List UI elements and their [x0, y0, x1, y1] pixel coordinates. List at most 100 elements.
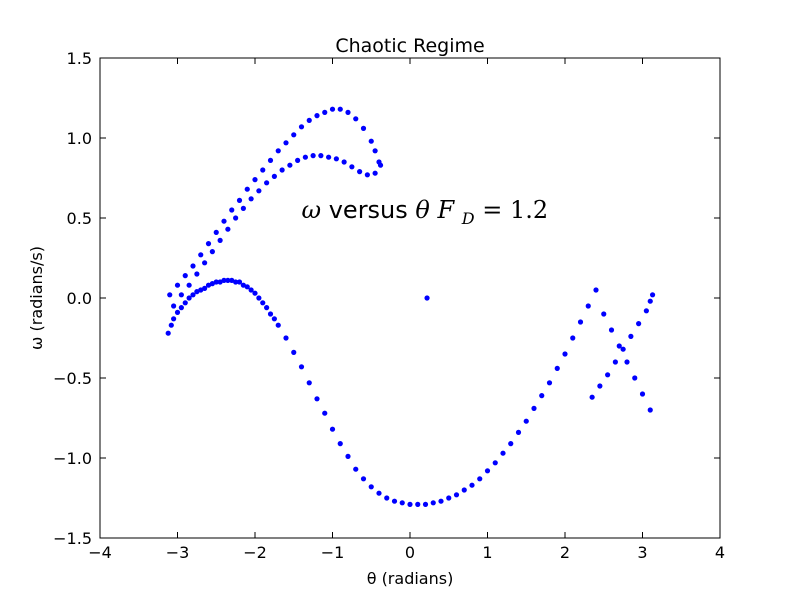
data-point	[605, 372, 611, 378]
x-tick-label: 3	[637, 543, 647, 562]
data-point	[360, 476, 367, 482]
data-point	[213, 229, 219, 235]
data-point	[306, 117, 312, 123]
data-point	[248, 287, 254, 293]
x-tick-label: −3	[166, 543, 190, 562]
data-point	[554, 365, 560, 371]
data-point	[198, 252, 204, 258]
data-point	[256, 188, 262, 194]
x-axis-title: θ (radians)	[367, 569, 454, 588]
data-point	[298, 124, 305, 130]
data-point	[248, 196, 254, 202]
data-point	[322, 109, 328, 115]
data-point	[329, 426, 336, 432]
data-point	[639, 391, 646, 397]
data-point	[589, 394, 595, 400]
data-point	[244, 284, 250, 290]
y-tick-label: −0.5	[53, 369, 92, 388]
annotation: ω versus θ F D = 1.2	[302, 196, 549, 230]
data-point	[256, 295, 262, 301]
data-point	[508, 441, 514, 447]
data-point	[647, 298, 653, 304]
y-tick-label: 0.0	[67, 289, 92, 308]
data-point	[415, 501, 421, 507]
data-point	[593, 287, 599, 293]
data-point	[430, 500, 436, 506]
data-point	[252, 177, 258, 183]
x-tick-label: 1	[482, 543, 492, 562]
data-point	[628, 333, 634, 339]
data-point	[279, 167, 285, 173]
data-point	[477, 476, 483, 482]
data-point	[186, 282, 192, 288]
data-point	[171, 316, 177, 322]
data-point	[368, 484, 374, 490]
data-point	[260, 167, 266, 173]
data-point	[446, 495, 452, 501]
data-point	[302, 154, 308, 160]
data-point	[264, 305, 270, 311]
data-point	[174, 282, 181, 288]
annotation-versus: versus	[329, 196, 416, 224]
data-point	[329, 106, 336, 112]
data-point	[357, 169, 363, 175]
data-point	[484, 468, 491, 474]
chart-title: Chaotic Regime	[335, 35, 484, 57]
annotation-F: F	[437, 196, 456, 224]
data-point	[221, 218, 227, 224]
data-point	[171, 303, 177, 309]
data-point	[291, 349, 297, 355]
data-point	[233, 215, 239, 221]
data-point	[469, 482, 475, 488]
data-point	[438, 498, 444, 504]
data-point	[597, 383, 603, 389]
data-point	[345, 109, 351, 115]
data-point	[601, 311, 607, 317]
x-tick-label: −4	[88, 543, 112, 562]
data-point	[291, 132, 297, 138]
data-point	[337, 106, 343, 112]
data-point	[229, 207, 235, 213]
data-point	[632, 375, 638, 381]
data-point	[295, 157, 301, 163]
data-point	[624, 359, 630, 365]
x-tick-label: 2	[560, 543, 570, 562]
data-point	[570, 335, 576, 341]
data-point	[165, 330, 171, 336]
data-point	[221, 277, 227, 283]
data-point	[267, 157, 274, 163]
data-point	[202, 260, 208, 266]
data-point	[636, 321, 642, 327]
data-point	[407, 501, 413, 507]
data-point	[182, 273, 188, 279]
data-point	[271, 173, 277, 179]
data-point	[577, 319, 584, 325]
data-point	[260, 300, 266, 306]
data-point	[182, 300, 188, 306]
data-point	[306, 380, 312, 386]
data-point	[322, 410, 328, 416]
data-point	[314, 113, 320, 119]
data-point	[318, 153, 324, 159]
data-point	[539, 393, 545, 399]
data-point	[643, 308, 649, 314]
data-point	[531, 405, 537, 411]
data-point	[562, 351, 568, 357]
data-point	[422, 501, 429, 507]
data-point	[515, 429, 522, 435]
y-tick-label: −1.0	[53, 449, 92, 468]
x-tick-label: −2	[243, 543, 267, 562]
data-point	[167, 292, 173, 298]
data-point	[399, 500, 405, 506]
y-tick-label: 0.5	[67, 209, 92, 228]
data-point	[190, 292, 196, 298]
data-point	[168, 322, 174, 328]
y-axis-title: ω (radians/s)	[27, 246, 46, 350]
data-point	[314, 396, 320, 402]
data-point	[608, 327, 615, 333]
data-point	[364, 172, 370, 178]
data-point	[225, 277, 231, 283]
data-point	[620, 346, 626, 352]
data-point	[275, 148, 281, 154]
